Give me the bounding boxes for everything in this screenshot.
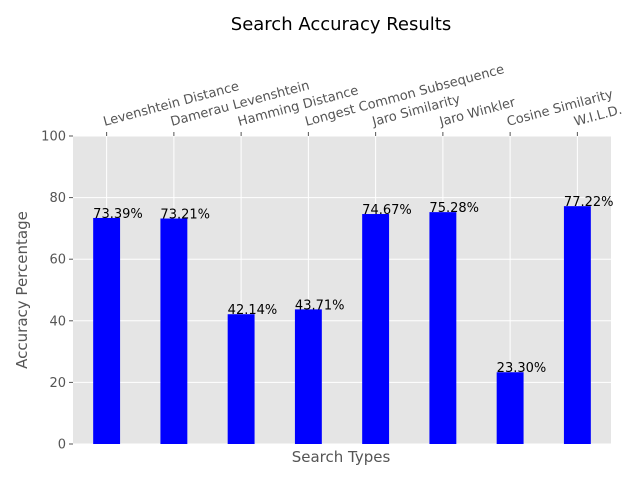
y-tick-label: 80 bbox=[49, 191, 66, 206]
bar-value-label: 42.14% bbox=[228, 303, 278, 318]
bar bbox=[362, 214, 390, 444]
bar-value-label: 77.22% bbox=[564, 195, 614, 210]
bar bbox=[563, 206, 591, 444]
bar-value-label: 73.21% bbox=[160, 208, 210, 223]
bar-value-label: 74.67% bbox=[362, 203, 412, 218]
y-tick-label: 20 bbox=[49, 376, 66, 391]
y-tick-label: 40 bbox=[49, 314, 66, 329]
x-axis-label: Search Types bbox=[292, 448, 391, 466]
bars bbox=[93, 206, 591, 444]
bar bbox=[294, 309, 322, 444]
y-axis-ticks: 0 20 40 60 80 100 bbox=[41, 130, 73, 453]
y-tick-label: 0 bbox=[58, 438, 66, 453]
bar bbox=[496, 372, 524, 444]
bar bbox=[227, 314, 255, 444]
y-axis-label: Accuracy Percentage bbox=[13, 211, 31, 369]
bar-value-label: 73.39% bbox=[93, 207, 143, 222]
y-tick-label: 60 bbox=[49, 253, 66, 268]
bar bbox=[160, 218, 188, 444]
bar bbox=[429, 212, 457, 444]
bar-value-label: 23.30% bbox=[497, 361, 547, 376]
bar-value-label: 43.71% bbox=[295, 298, 345, 313]
data-labels: 73.39% 73.21% 42.14% 43.71% 74.67% 75.28% 23.3… bbox=[93, 195, 613, 376]
bar-value-label: 75.28% bbox=[429, 201, 479, 216]
chart-title: Search Accuracy Results bbox=[231, 14, 451, 35]
y-tick-label: 100 bbox=[41, 130, 66, 145]
plot-area bbox=[73, 136, 611, 444]
bar bbox=[93, 217, 121, 444]
